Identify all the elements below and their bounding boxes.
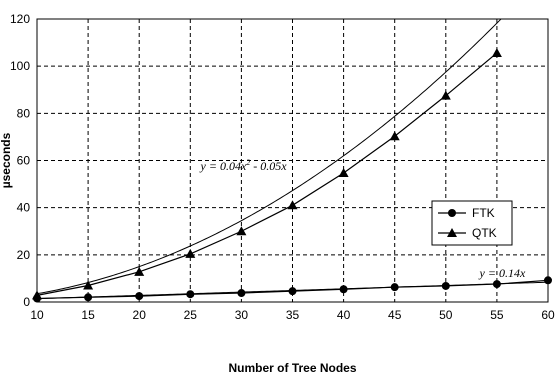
data-point-qtk (185, 248, 196, 258)
data-point-ftk (339, 285, 348, 294)
data-point-ftk (237, 289, 246, 298)
x-tick-label: 50 (439, 308, 453, 322)
data-point-ftk (544, 276, 552, 285)
data-point-qtk (236, 226, 247, 236)
legend-item-ftk: FTK (438, 206, 495, 220)
x-tick-label: 35 (286, 308, 300, 322)
data-point-ftk (441, 281, 450, 290)
tick-labels: 10 15 20 25 30 35 40 45 50 55 60 0 20 40 60 80 100 120 (10, 12, 555, 322)
legend-label-ftk: FTK (472, 206, 495, 220)
x-tick-label: 10 (30, 308, 44, 322)
trendline-equation-qtk: y = 0.04x2 - 0.05x (200, 158, 288, 173)
x-tick-label: 15 (81, 308, 95, 322)
legend: FTK QTK (431, 200, 513, 246)
data-point-qtk (491, 47, 502, 57)
x-axis-label: Number of Tree Nodes (228, 361, 356, 375)
x-tick-label: 40 (337, 308, 351, 322)
series-ftk (33, 276, 552, 303)
data-point-ftk (390, 283, 399, 292)
data-point-ftk (492, 280, 501, 289)
trendline-equation-ftk: y = 0.14x (479, 266, 526, 280)
series-qtk (32, 47, 502, 300)
data-point-qtk (389, 131, 400, 141)
x-tick-label: 20 (133, 308, 147, 322)
data-point-qtk (134, 266, 145, 276)
data-point-ftk (186, 290, 195, 299)
legend-item-qtk: QTK (438, 226, 497, 240)
series (32, 47, 552, 303)
plot-area-frame (36, 18, 549, 303)
data-point-ftk (135, 292, 144, 301)
series-line-qtk (36, 52, 498, 296)
legend-marker-ftk (448, 209, 456, 217)
legend-marker-qtk (447, 228, 457, 237)
y-tick-label: 100 (10, 59, 30, 73)
y-axis-label: µseconds (0, 132, 13, 188)
trendlines (36, 18, 549, 300)
data-point-qtk (32, 290, 42, 300)
x-tick-label: 25 (184, 308, 198, 322)
x-tick-label: 55 (490, 308, 504, 322)
x-tick-label: 30 (235, 308, 249, 322)
y-tick-label: 120 (10, 12, 30, 26)
trendline-equation-qtk-exponent: 2 (246, 158, 250, 167)
data-point-qtk (440, 90, 451, 100)
data-point-qtk (287, 200, 298, 210)
x-tick-label: 60 (541, 308, 555, 322)
y-tick-label: 40 (17, 201, 31, 215)
data-point-qtk (338, 167, 349, 177)
legend-label-qtk: QTK (472, 226, 497, 240)
y-tick-label: 60 (17, 154, 31, 168)
grid (37, 19, 548, 302)
data-point-ftk (288, 287, 297, 296)
y-tick-label: 0 (23, 295, 30, 309)
trendline-qtk (36, 18, 502, 295)
data-point-ftk (84, 293, 93, 302)
trendline-equation-qtk-main: y = 0.04x (200, 159, 247, 173)
y-tick-label: 20 (17, 248, 31, 262)
trendline-equation-qtk-tail: - 0.05x (250, 159, 287, 173)
x-tick-label: 45 (388, 308, 402, 322)
legend-box (431, 200, 513, 246)
y-tick-label: 80 (17, 106, 31, 120)
data-point-qtk (83, 280, 94, 290)
